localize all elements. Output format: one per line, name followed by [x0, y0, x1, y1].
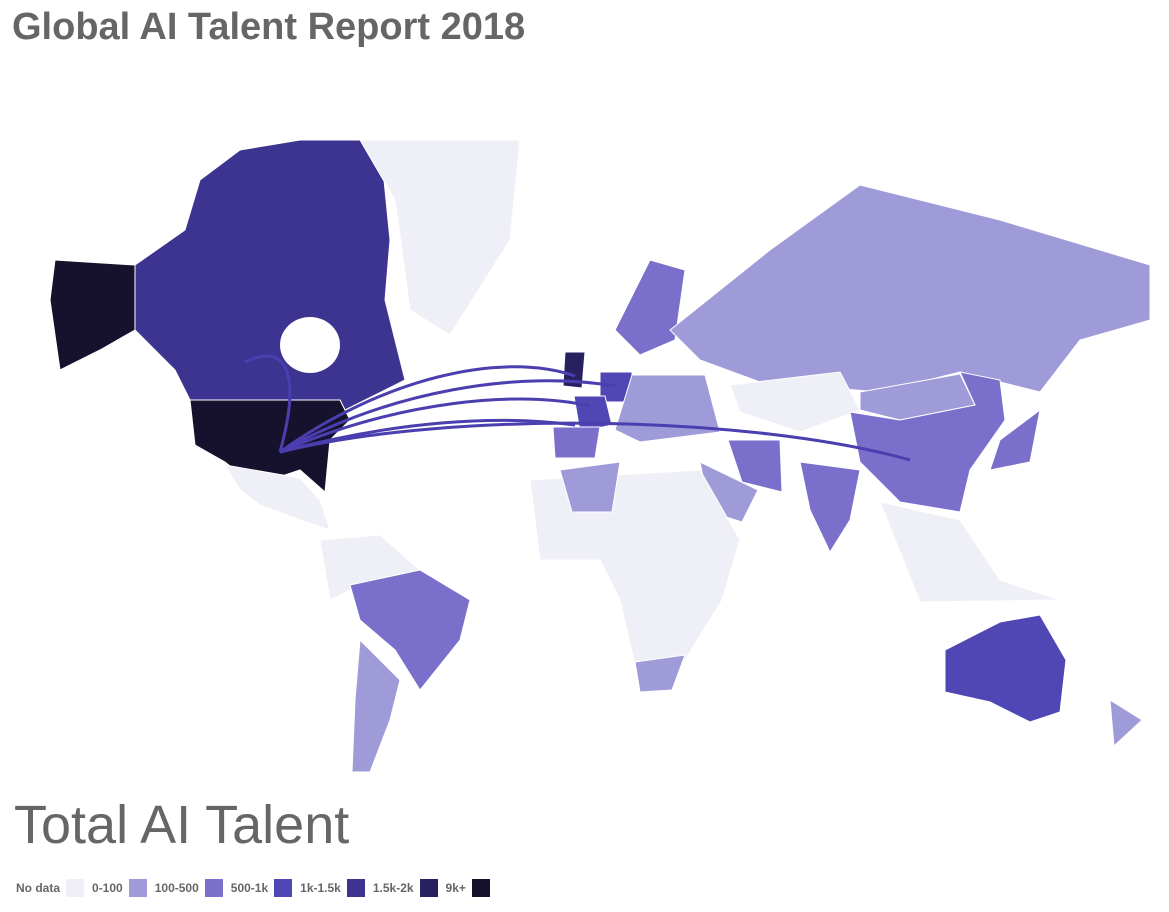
legend-label: 0-100 [92, 881, 123, 895]
scandinavia [614, 259, 686, 356]
argentina [351, 638, 401, 773]
africa [529, 469, 741, 666]
algeria [559, 461, 621, 513]
greenland [359, 139, 521, 336]
world-map [49, 139, 1151, 773]
legend-swatch [204, 879, 223, 897]
russia [669, 184, 1151, 393]
legend-label: No data [16, 881, 61, 895]
iran [727, 439, 783, 493]
south-africa [634, 654, 686, 693]
legend-label: 9k+ [445, 881, 466, 895]
legend-label: 1.5k-2k [372, 881, 414, 895]
europe [614, 374, 721, 443]
uk [562, 351, 586, 389]
legend-label: 100-500 [154, 881, 199, 895]
flow-uk [279, 365, 576, 454]
legend-swatch [346, 879, 365, 897]
flow-loop [244, 354, 292, 453]
legend-swatch [274, 879, 293, 897]
flow-china [279, 421, 911, 462]
legend-label: 1k-1.5k [300, 881, 341, 895]
map-title: Total AI Talent [14, 795, 350, 855]
japan [989, 408, 1041, 471]
hudson-bay [280, 317, 340, 373]
legend-swatch [66, 879, 85, 897]
spain [552, 426, 601, 459]
legend-swatch [419, 879, 438, 897]
australia [944, 614, 1067, 723]
flow-germany [279, 379, 616, 454]
china [849, 371, 1006, 513]
india [799, 461, 861, 554]
southeast-asia [879, 501, 1061, 603]
mexico [224, 464, 331, 531]
legend: No data 0-100 100-500 500-1k 1k-1.5k 1.5k-2k 9… [16, 879, 498, 897]
kazakhstan [729, 371, 861, 433]
page-title: Global AI Talent Report 2018 [12, 6, 526, 48]
canada [134, 139, 406, 411]
alaska [49, 259, 136, 371]
usa [189, 399, 351, 494]
new-zealand [1109, 699, 1143, 748]
legend-label: 500-1k [230, 881, 269, 895]
legend-swatch [471, 879, 490, 897]
talent-flows [244, 354, 911, 462]
flow-france [279, 397, 591, 454]
brazil [349, 569, 471, 691]
legend-swatch [128, 879, 147, 897]
